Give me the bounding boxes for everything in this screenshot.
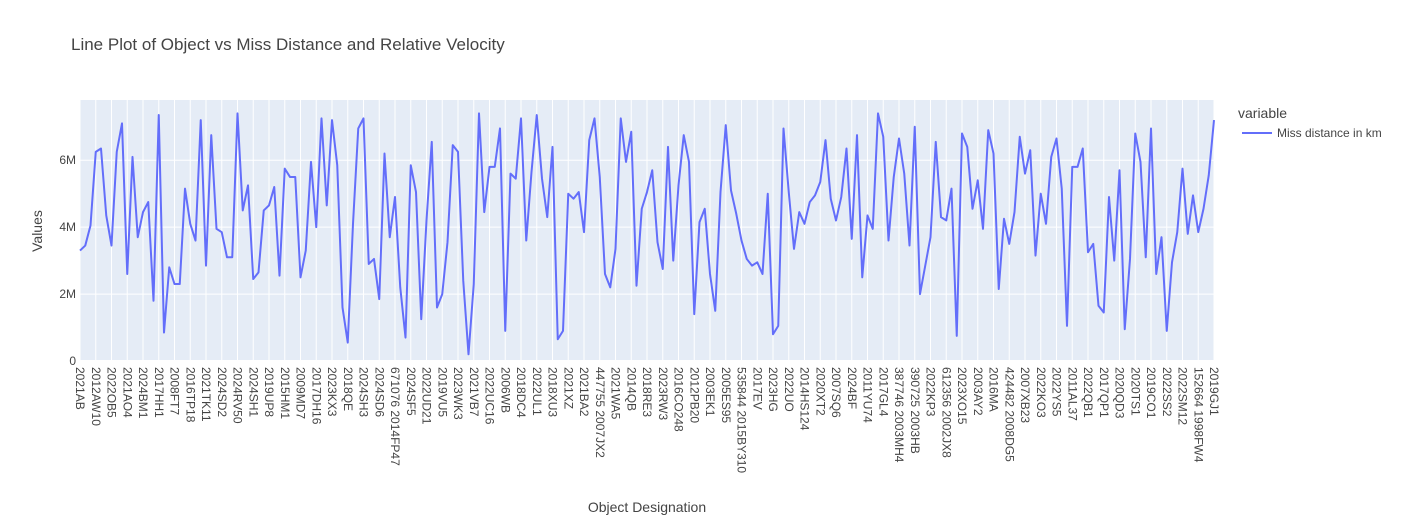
x-tick-label: 2024BM1	[136, 367, 150, 419]
x-tick-label: 424482 2008DG5	[1002, 367, 1016, 462]
x-tick-label: 2022QB1	[1081, 367, 1095, 418]
x-tick-label: 2024SH3	[357, 367, 371, 417]
x-tick-label: 2017GL4	[876, 367, 890, 417]
x-tick-label: 2024SD6	[372, 367, 386, 417]
x-tick-label: 2007SQ6	[829, 367, 843, 418]
x-tick-label: 2022OB5	[105, 367, 119, 418]
x-tick-label: 2017QP1	[1097, 367, 1111, 418]
x-tick-label: 2011YU74	[861, 367, 875, 423]
x-tick-label: 2022UC16	[483, 367, 497, 425]
x-tick-label: 2020QD3	[1113, 367, 1127, 419]
x-tick-label: 390725 2003HB	[908, 367, 922, 454]
x-tick-label: 2021VB7	[467, 367, 481, 417]
y-tick-label: 0	[69, 354, 76, 368]
legend[interactable]: variable Miss distance in km	[1238, 105, 1382, 140]
x-tick-label: 2016MA	[987, 367, 1001, 412]
x-tick-label: 2007XB23	[1018, 367, 1032, 423]
x-tick-label: 2014HS124	[798, 367, 812, 431]
x-tick-label: 2020TS1	[1128, 367, 1142, 416]
legend-item-label: Miss distance in km	[1277, 126, 1382, 140]
x-tick-label: 2023XO15	[955, 367, 969, 425]
x-tick-label: 2018RE3	[640, 367, 654, 417]
y-axis-ticks: 0 2M 4M 6M	[59, 153, 76, 368]
x-tick-label: 2019CO1	[1144, 367, 1158, 419]
x-tick-label: 2022YS5	[1050, 367, 1064, 417]
x-tick-label: 2017EV	[750, 367, 764, 410]
x-tick-label: 2022KP3	[924, 367, 938, 417]
x-tick-label: 2016TP18	[183, 367, 197, 423]
x-tick-label: 2017DH16	[309, 367, 323, 425]
x-axis-ticks: 2021AB 2012AW10 2022OB5 2021AO4 2024BM1 2017H…	[73, 367, 1221, 473]
x-tick-label: 2018QE	[341, 367, 355, 411]
x-tick-label: 2006WB	[498, 367, 512, 413]
x-tick-label: 2021AO4	[120, 367, 134, 418]
x-tick-label: 2011AL37	[1065, 367, 1079, 421]
x-tick-label: 2009MD7	[294, 367, 308, 419]
x-tick-label: 2012PB20	[687, 367, 701, 423]
x-tick-label: 2014QB	[624, 367, 638, 411]
x-tick-label: 2021XZ	[561, 367, 575, 409]
x-tick-label: 2019UP8	[262, 367, 276, 417]
x-tick-label: 2022SM12	[1176, 367, 1190, 425]
x-tick-label: 2024RV50	[231, 367, 245, 424]
x-tick-label: 2023WK3	[451, 367, 465, 420]
y-tick-label: 6M	[59, 153, 76, 167]
x-tick-label: 2012AW10	[89, 367, 103, 426]
x-tick-label: 2021BA2	[577, 367, 591, 417]
x-tick-label: 2018DC4	[514, 367, 528, 418]
x-tick-label: 2005ES95	[719, 367, 733, 423]
x-tick-label: 2018XU3	[546, 367, 560, 417]
x-tick-label: 2003AY2	[971, 367, 985, 416]
x-tick-label: 535844 2015BY310	[735, 367, 749, 473]
x-tick-label: 2024SH1	[246, 367, 260, 417]
x-tick-label: 671076 2014FP47	[388, 367, 402, 466]
x-tick-label: 612356 2002JX8	[939, 367, 953, 458]
chart-title: Line Plot of Object vs Miss Distance and…	[71, 35, 505, 54]
x-tick-label: 2019GJ1	[1207, 367, 1221, 416]
legend-title: variable	[1238, 105, 1287, 121]
x-tick-label: 2022KO3	[1034, 367, 1048, 418]
x-tick-label: 152664 1998FW4	[1191, 367, 1205, 463]
x-tick-label: 2023HG	[766, 367, 780, 412]
x-tick-label: 2022UO	[782, 367, 796, 412]
x-tick-label: 2022UL1	[530, 367, 544, 416]
x-tick-label: 2023KX3	[325, 367, 339, 417]
y-axis-title: Values	[29, 210, 45, 252]
x-tick-label: 2024BF	[845, 367, 859, 409]
x-tick-label: 2017HH1	[152, 367, 166, 418]
x-tick-label: 2020XT2	[813, 367, 827, 416]
y-tick-label: 4M	[59, 220, 76, 234]
x-tick-label: 2021TK11	[199, 367, 213, 422]
x-tick-label: 2021AB	[73, 367, 87, 410]
x-tick-label: 2024SF5	[404, 367, 418, 416]
x-tick-label: 2023RW3	[656, 367, 670, 420]
series-line-miss-distance	[79, 112, 1215, 356]
x-tick-label: 2008FT7	[168, 367, 182, 415]
x-tick-label: 2024SD2	[215, 367, 229, 417]
x-tick-label: 2022UD21	[420, 367, 434, 425]
x-tick-label: 2015HM1	[278, 367, 292, 419]
x-tick-label: 2022SS2	[1160, 367, 1174, 417]
x-tick-label: 387746 2003MH4	[892, 367, 906, 463]
x-tick-label: 2003EK1	[703, 367, 717, 417]
x-tick-label: 2016CO248	[672, 367, 686, 432]
x-tick-label: 447755 2007JX2	[593, 367, 607, 458]
y-tick-label: 2M	[59, 287, 76, 301]
x-axis-title: Object Designation	[588, 499, 706, 515]
x-tick-label: 2019VU5	[435, 367, 449, 417]
x-tick-label: 2021WA5	[609, 367, 623, 420]
